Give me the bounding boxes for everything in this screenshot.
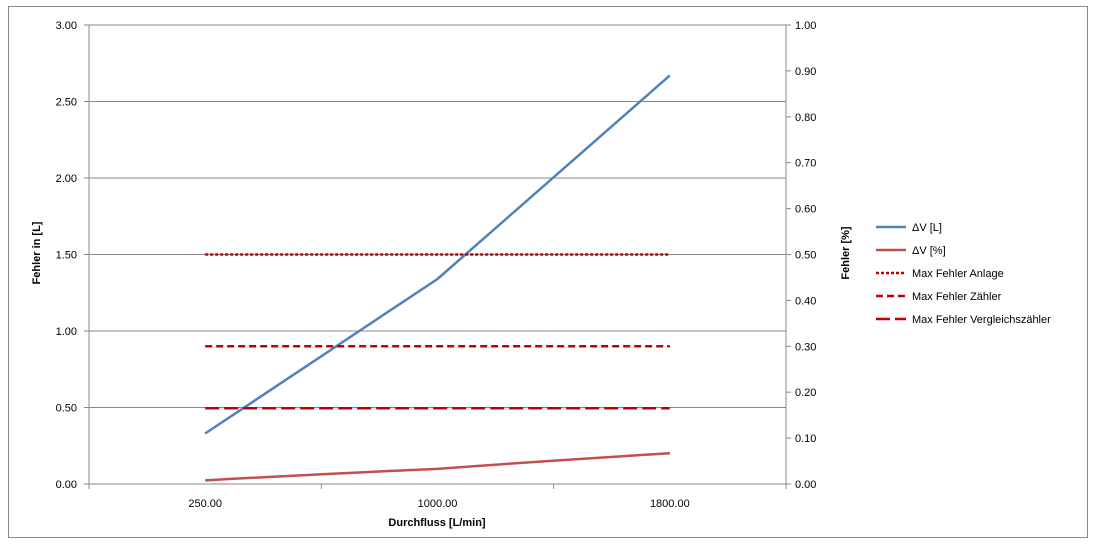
series-line-0 [204,74,671,435]
right-axis-title: Fehler [%] [840,226,852,280]
legend: ΔV [L] ΔV [%] Max Fehler Anlage Max Fehler … [876,222,1051,326]
right-tick-label: 0.50 [795,250,816,262]
left-tick-label: 2.00 [56,173,77,185]
right-axis-ticks: 0.00 0.10 0.20 0.30 0.40 0.50 0.60 0.70 0.80 0.90… [786,20,816,491]
legend-label-1: ΔV [%] [912,245,946,257]
left-tick-label: 2.50 [56,97,77,109]
x-axis-ticks: 250.00 1000.00 1800.00 [88,484,787,510]
left-tick-label: 0.50 [56,403,77,415]
right-tick-label: 0.90 [795,66,816,78]
right-tick-label: 0.00 [795,479,816,491]
x-tick-label: 1000.00 [418,498,458,510]
left-tick-label: 0.00 [56,479,77,491]
x-tick-label: 1800.00 [650,498,690,510]
legend-label-2: Max Fehler Anlage [912,268,1004,280]
series-line-1 [205,451,670,482]
right-tick-label: 0.70 [795,158,816,170]
x-tick-label: 250.00 [188,498,222,510]
right-tick-label: 0.20 [795,387,816,399]
left-axis-title: Fehler in [L] [31,221,43,284]
right-tick-label: 1.00 [795,20,816,32]
legend-label-0: ΔV [L] [912,222,942,234]
right-tick-label: 0.60 [795,204,816,216]
left-axis-ticks: 0.00 0.50 1.00 1.50 2.00 2.50 3.00 [56,20,89,491]
chart-border [8,6,1088,538]
x-axis-title: Durchfluss [L/min] [388,517,486,529]
right-tick-label: 0.30 [795,341,816,353]
series-lines [204,74,671,482]
left-tick-label: 1.00 [56,326,77,338]
legend-label-4: Max Fehler Vergleichszähler [912,314,1051,326]
legend-label-3: Max Fehler Zähler [912,291,1002,303]
right-tick-label: 0.10 [795,433,816,445]
right-tick-label: 0.40 [795,295,816,307]
left-tick-label: 3.00 [56,20,77,32]
left-tick-label: 1.50 [56,250,77,262]
right-tick-label: 0.80 [795,112,816,124]
